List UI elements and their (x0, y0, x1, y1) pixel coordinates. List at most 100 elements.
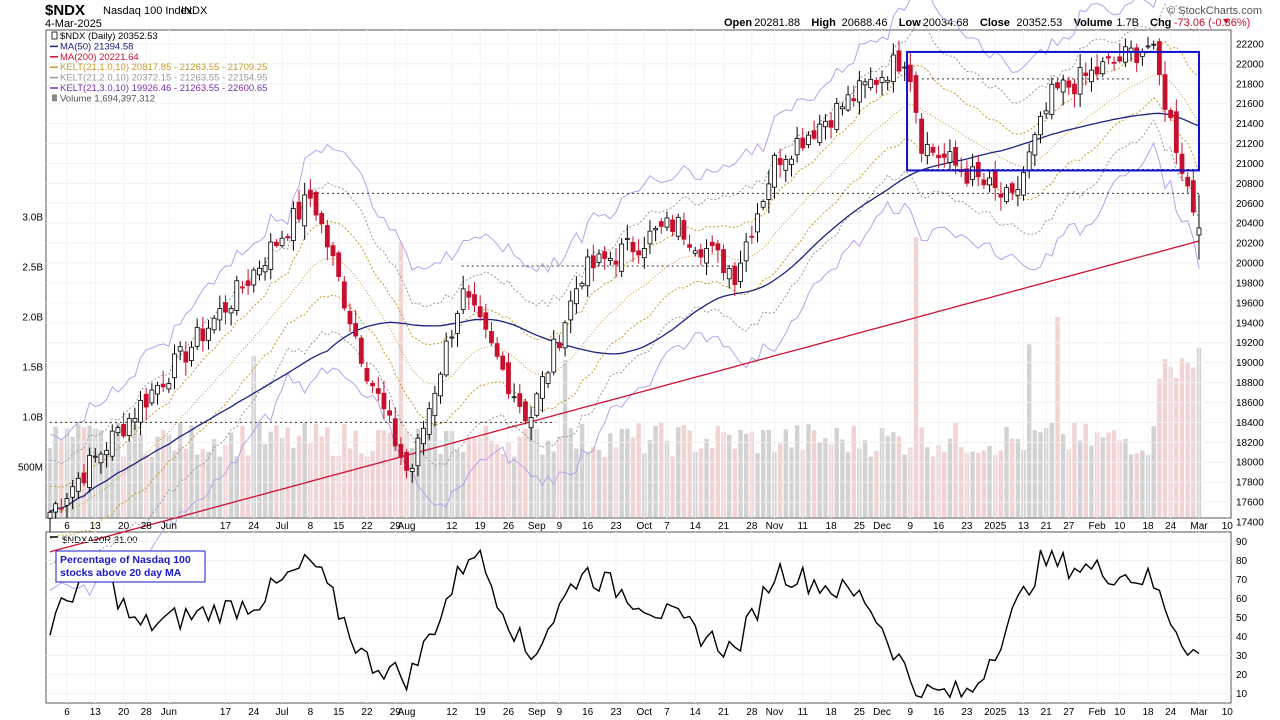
ohlc-readout: Open 20281.88 High 20688.46 Low 20034.68 Close… (724, 17, 1250, 29)
volume-bar (359, 453, 364, 517)
candle-body (166, 383, 172, 390)
volume-bar (398, 242, 404, 517)
volume-bar (891, 432, 896, 517)
volume-bar (262, 444, 268, 517)
indicator-tick-label: 40 (1236, 632, 1248, 643)
price-tick-label: 22200 (1236, 39, 1264, 50)
candle-body (1049, 83, 1055, 115)
x-tick-label: 28 (141, 521, 153, 532)
volume-bar (517, 436, 522, 517)
x-tick-label: 27 (1063, 707, 1075, 718)
x-tick-label: 6 (64, 521, 70, 532)
volume-bar (110, 439, 115, 517)
candle-body (1043, 110, 1049, 115)
candle-body (636, 250, 642, 256)
candle-body (438, 373, 443, 397)
volume-bar (1089, 445, 1094, 517)
candle-body (426, 408, 432, 435)
volume-bar (1185, 362, 1190, 517)
candle-body (87, 454, 93, 488)
volume-bar (1100, 437, 1105, 517)
candle-body (81, 472, 87, 484)
price-tick-label: 18600 (1236, 398, 1264, 409)
candle-body (223, 302, 228, 313)
candle-body (777, 158, 783, 166)
x-tick-label: Oct (637, 521, 653, 532)
x-tick-label: Feb (1088, 521, 1106, 532)
candle-body (70, 486, 76, 498)
volume-bar (823, 438, 828, 517)
price-tick-label: 21600 (1236, 99, 1264, 110)
candle-body (228, 308, 234, 314)
candle-body (92, 455, 98, 458)
volume-bar (727, 434, 732, 517)
legend-entry: Volume 1,694,397,312 (60, 93, 155, 104)
ma200-line (49, 240, 1200, 553)
volume-bar (76, 424, 81, 517)
candle-body (907, 64, 913, 82)
volume-bar (874, 451, 879, 517)
x-tick-label: 18 (826, 707, 838, 718)
volume-bar (194, 454, 200, 517)
candle-body (1083, 72, 1089, 76)
candle-body (387, 410, 393, 416)
candle-body (302, 194, 308, 227)
x-tick-label: 13 (1018, 521, 1030, 532)
x-tick-label: 20 (118, 707, 130, 718)
candle-body (104, 450, 109, 456)
candle-body (1111, 61, 1117, 64)
x-tick-label: 25 (854, 707, 866, 718)
volume-bar (738, 429, 743, 517)
credit-label: © StockCharts.com (1167, 5, 1262, 17)
ohlc-value: -73.06 (-0.36%) (1174, 17, 1250, 29)
indicator-tick-label: 30 (1236, 651, 1248, 662)
candle-body (449, 336, 455, 339)
candle-body (828, 120, 834, 128)
indicator-tick-label: 10 (1236, 689, 1248, 700)
x-tick-label: 21 (1041, 707, 1053, 718)
volume-bar (421, 431, 426, 517)
volume-bar (851, 425, 856, 517)
candle-body (506, 362, 511, 395)
candle-body (75, 478, 81, 492)
x-tick-label: 27 (1063, 521, 1075, 532)
volume-bar (545, 440, 551, 517)
candle-body (1134, 47, 1140, 63)
candle-body (1072, 83, 1077, 95)
x-tick-label: Aug (398, 521, 416, 532)
candle-body (358, 337, 364, 364)
x-tick-label: 12 (446, 521, 458, 532)
volume-bar (1111, 430, 1117, 517)
candle-body (551, 338, 557, 373)
price-tick-label: 21400 (1236, 119, 1264, 130)
candle-body (953, 147, 958, 166)
candle-body (726, 268, 732, 280)
x-tick-label: 24 (1165, 521, 1177, 532)
candle-body (511, 396, 517, 399)
volume-bar (947, 438, 953, 517)
keltner-lower (49, 119, 1200, 565)
candle-body (681, 220, 687, 240)
candle-body (630, 242, 636, 253)
candle-swatch-icon (51, 31, 58, 40)
volume-bar (862, 440, 868, 517)
keltner-upper (49, 40, 1200, 488)
volume-bar (777, 443, 783, 517)
candle-body (856, 80, 862, 103)
volume-bar (902, 454, 907, 517)
price-tick-label: 21200 (1236, 139, 1264, 150)
candle-body (981, 179, 987, 186)
x-tick-label: 9 (557, 521, 563, 532)
candle-body (890, 54, 896, 82)
x-tick-label: 23 (961, 521, 973, 532)
candle-body (590, 255, 596, 269)
x-tick-label: 21 (1041, 521, 1053, 532)
candle-body (834, 103, 840, 130)
volume-bar (127, 440, 132, 517)
volume-bar (438, 453, 443, 517)
candle-body (183, 351, 189, 363)
indicator-note-line1: Percentage of Nasdaq 100 (60, 554, 191, 566)
candle-body (879, 77, 885, 83)
price-tick-label: 21800 (1236, 79, 1264, 90)
x-tick-label: 2025 (984, 707, 1007, 718)
